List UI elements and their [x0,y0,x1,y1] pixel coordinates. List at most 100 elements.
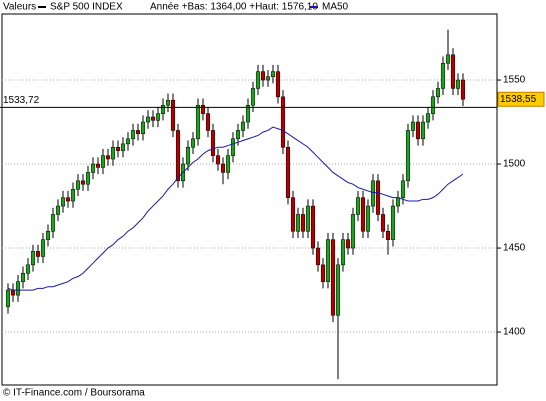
candle-body [160,104,166,114]
candle-body [355,197,361,215]
candle-body [185,146,191,165]
y-tick-label: 1400 [503,327,526,338]
candle-body [425,113,431,123]
candle-body [305,205,311,232]
candle-body [325,239,331,282]
candle-body [450,54,456,89]
candle-body [270,71,276,77]
candle-body [100,155,106,168]
candle-body [415,121,421,140]
y-tick-label: 1550 [503,75,526,86]
candle-body [205,113,211,131]
candle-body [230,138,236,156]
candle-body [460,79,466,100]
candle-body [110,146,116,160]
candle-body [75,180,81,190]
candle-body [140,121,146,135]
legend-label: S&P 500 INDEX [50,2,123,13]
candle-body [320,264,326,282]
candle-body [385,231,391,240]
candle-body [30,251,36,266]
footer: © IT-Finance.com / Boursorama [3,388,145,399]
candle-body [125,138,131,145]
candle-body [265,76,271,81]
candle-body [255,71,261,89]
reference-label: 1533,72 [3,95,40,106]
candle-body [345,239,351,249]
candle-body [80,180,86,185]
candle-body [210,130,216,156]
candle-body [155,113,161,121]
candle-body [410,121,416,131]
last-price-label: 1538,55 [500,94,537,105]
candle-body [285,146,291,198]
candle-body [350,214,356,249]
y-tick-label: 1450 [503,243,526,254]
candle-body [400,180,406,198]
candle-body [175,130,181,182]
candle-body [250,88,256,106]
legend-label: MA50 [322,2,349,13]
candle-body [440,62,446,89]
candle-body [95,163,101,168]
candle-body [135,130,141,135]
annotation: Année +Bas: 1364,00 +Haut: 1576,10 [150,2,318,13]
ma-line [7,126,464,291]
last-price-box [497,91,545,107]
candle-body [380,214,386,232]
candle-body [430,96,436,114]
candle-body [120,143,126,151]
candle-body [330,239,336,316]
candle-body [195,104,201,140]
candle-body [295,214,301,232]
candle-body [390,205,396,240]
candle-body [405,130,411,182]
candle-body [40,239,46,257]
candle-body [370,180,376,207]
candle-body [215,155,221,165]
candle-body [395,197,401,207]
candle-body [240,121,246,131]
candle-body [115,146,121,151]
candle-body [375,180,381,215]
candle-body [50,214,56,232]
candle-body [20,273,26,282]
candle-body [5,289,11,308]
candle-body [225,155,231,173]
candle-body [455,79,461,89]
candle-body [315,247,321,266]
candle-body [235,130,241,140]
candle-body [130,130,136,140]
plot-frame [1,13,498,386]
candle-body [435,88,441,98]
candle-body [200,104,206,114]
candle-body [420,121,426,140]
header-label: Valeurs [3,2,36,13]
candle-body [310,205,316,249]
candle-body [165,99,171,106]
candle-body [170,99,176,131]
candle-body [70,189,76,202]
candle-body [280,96,286,148]
candle-body [300,214,306,232]
candle-body [145,116,151,123]
candle-body [45,231,51,240]
candle-body [335,264,341,316]
candle-body [10,289,16,296]
candle-body [220,163,226,173]
candle-body [340,239,346,266]
candle-body [190,138,196,148]
candle-body [360,197,366,232]
candle-body [25,264,31,274]
candle-body [85,172,91,185]
candle-body [90,163,96,173]
candle-body [260,71,266,81]
candle-body [60,197,66,207]
candle-body [150,116,156,121]
candle-body [445,54,451,64]
y-tick-label: 1500 [503,159,526,170]
candle-body [245,104,251,123]
candle-body [275,71,281,98]
candle-body [35,251,41,257]
candle-body [55,205,61,215]
